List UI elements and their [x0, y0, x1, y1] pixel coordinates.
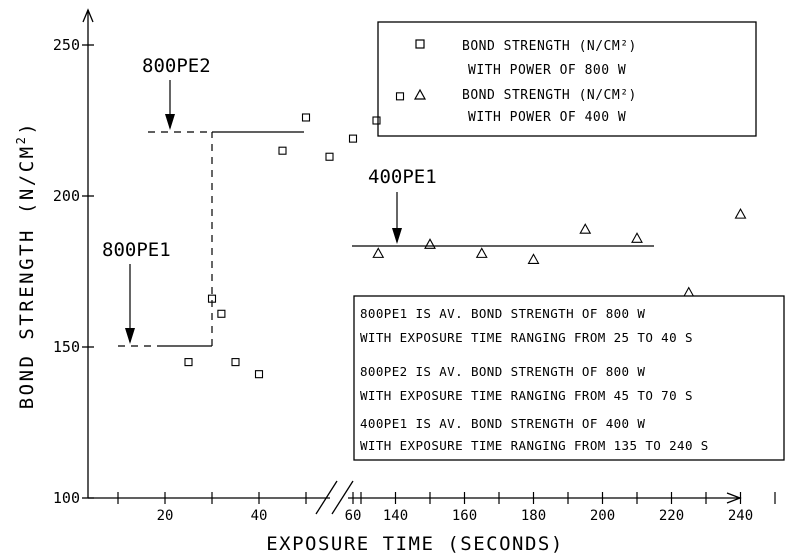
reference-lines — [118, 131, 654, 347]
legend-400w-line1: BOND STRENGTH (N/CM²) — [462, 88, 637, 103]
y-axis-title: BOND STRENGTH (N/CM2) — [14, 121, 38, 410]
annotation-400pe1-label: 400PE1 — [368, 166, 437, 188]
data-point-800w — [207, 294, 217, 303]
note-line-5: 400PE1 IS AV. BOND STRENGTH OF 400 W — [360, 416, 645, 431]
x-tick-label: 140 — [383, 508, 408, 524]
note-line-2: WITH EXPOSURE TIME RANGING FROM 25 TO 40… — [360, 330, 693, 345]
axis-break-mark-1 — [315, 480, 338, 515]
data-point-800w — [254, 370, 264, 379]
data-point-800w — [278, 146, 287, 155]
y-axis-arrow — [82, 8, 94, 23]
x-ticks: 20 40 60 140 160 180 200 220 240 — [117, 492, 776, 524]
x-tick-label: 220 — [659, 508, 684, 524]
data-point-800w — [231, 358, 240, 367]
data-point-800w — [217, 309, 226, 318]
data-point-800w — [348, 134, 358, 143]
note-line-3: 800PE2 IS AV. BOND STRENGTH OF 800 W — [360, 364, 645, 379]
legend-400w-line2: WITH POWER OF 400 W — [468, 110, 626, 125]
note-line-6: WITH EXPOSURE TIME RANGING FROM 135 TO 2… — [360, 438, 709, 453]
data-point-400w — [734, 207, 747, 219]
x-tick-label: 60 — [345, 508, 362, 524]
legend-800w-line1: BOND STRENGTH (N/CM²) — [462, 39, 637, 54]
data-point-800w — [325, 152, 334, 161]
legend-800w-line2: WITH POWER OF 800 W — [468, 63, 626, 78]
data-point-400w — [372, 247, 385, 258]
x-tick-label: 240 — [728, 508, 753, 524]
data-point-800w — [184, 358, 193, 367]
data-points — [184, 92, 747, 379]
data-point-800w — [372, 116, 381, 125]
data-point-400w — [682, 286, 695, 298]
data-point-400w — [475, 247, 488, 258]
x-tick-label: 20 — [157, 508, 174, 524]
note-box: 800PE1 IS AV. BOND STRENGTH OF 800 W WIT… — [353, 295, 785, 461]
axes — [82, 8, 742, 515]
data-point-800w — [395, 92, 405, 101]
data-point-400w — [424, 238, 436, 249]
legend: BOND STRENGTH (N/CM²) WITH POWER OF 800 … — [377, 21, 757, 137]
y-ticks: 100 150 200 250 — [53, 36, 94, 507]
annotation-800pe2: 800PE2 — [142, 55, 211, 130]
y-tick-label: 250 — [53, 36, 80, 54]
note-box-border — [353, 295, 785, 461]
y-tick-label: 100 — [53, 489, 80, 507]
annotation-400pe1-arrowhead — [392, 228, 402, 244]
x-tick-label: 40 — [251, 508, 268, 524]
annotation-800pe1-arrowhead — [125, 328, 135, 344]
y-tick-label: 150 — [53, 338, 80, 356]
note-line-1: 800PE1 IS AV. BOND STRENGTH OF 800 W — [360, 306, 645, 321]
data-point-400w — [631, 232, 643, 243]
annotation-800pe2-label: 800PE2 — [142, 55, 211, 77]
legend-box — [377, 21, 757, 137]
annotation-400pe1: 400PE1 — [368, 166, 437, 244]
x-tick-label: 200 — [590, 508, 615, 524]
annotation-800pe2-arrowhead — [165, 114, 175, 130]
annotation-800pe1-label: 800PE1 — [102, 239, 171, 261]
annotation-800pe1: 800PE1 — [102, 239, 171, 344]
data-point-800w — [301, 113, 311, 122]
x-axis-title: EXPOSURE TIME (SECONDS) — [266, 533, 564, 555]
data-point-400w — [579, 223, 592, 234]
x-tick-label: 180 — [521, 508, 546, 524]
data-point-400w — [527, 253, 540, 264]
axis-break-mark-2 — [331, 480, 354, 515]
note-line-4: WITH EXPOSURE TIME RANGING FROM 45 TO 70… — [360, 388, 693, 403]
y-tick-label: 200 — [53, 187, 80, 205]
legend-marker-square — [415, 39, 425, 49]
x-tick-label: 160 — [452, 508, 477, 524]
legend-marker-triangle — [413, 88, 427, 100]
